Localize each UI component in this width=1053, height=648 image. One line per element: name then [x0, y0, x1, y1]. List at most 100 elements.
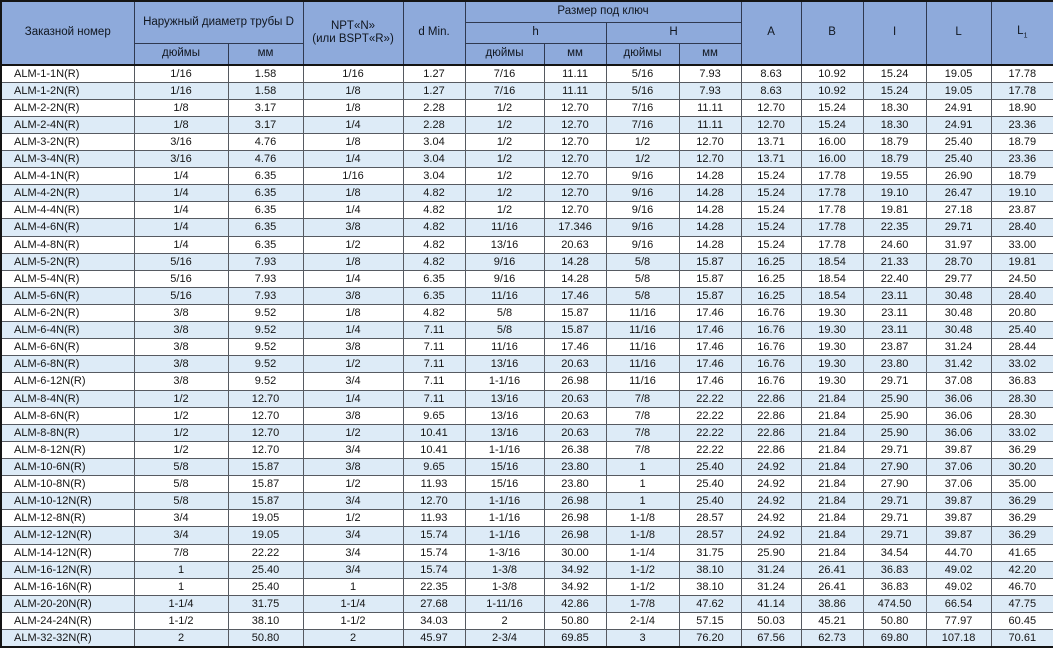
header-npt-line2: (или BSPT«R»): [312, 33, 394, 45]
value-cell: 27.68: [402, 594, 466, 614]
value-cell: 7.93: [678, 81, 742, 100]
value-cell: 50.80: [227, 629, 304, 648]
value-cell: 5/16: [133, 252, 229, 271]
value-cell: 42.20: [990, 560, 1053, 579]
value-cell: 2: [464, 611, 545, 631]
value-cell: 7.93: [227, 269, 304, 288]
value-cell: 1: [302, 577, 404, 596]
value-cell: 16.76: [740, 304, 802, 323]
value-cell: 24.92: [740, 458, 802, 477]
value-cell: 1/2: [464, 132, 545, 152]
table-row: ALM-12-8N(R) 3/4 19.05 1/2 11.93 1-1/16 26.98 1…: [0, 509, 1053, 528]
value-cell: 1-1/16: [464, 440, 545, 460]
value-cell: 29.71: [925, 218, 992, 237]
value-cell: 3: [605, 629, 680, 648]
value-cell: 6.35: [227, 184, 304, 203]
table-row: ALM-14-12N(R) 7/8 22.22 3/4 15.74 1-3/16 30.00…: [0, 543, 1053, 562]
value-cell: 1/8: [302, 252, 404, 271]
value-cell: 36.06: [925, 423, 992, 442]
value-cell: 1-1/16: [464, 492, 545, 511]
value-cell: 3/8: [302, 338, 404, 357]
order-number-cell: ALM-14-12N(R): [0, 543, 135, 562]
table-row: ALM-4-6N(R) 1/4 6.35 3/8 4.82 11/16 17.346 9/16…: [0, 218, 1053, 237]
order-number-cell: ALM-3-2N(R): [0, 132, 135, 152]
table-row: ALM-3-2N(R) 3/16 4.76 1/8 3.04 1/2 12.70 1/2 12.…: [0, 132, 1053, 152]
order-number-cell: ALM-24-24N(R): [0, 611, 135, 631]
value-cell: 6.35: [402, 286, 466, 306]
value-cell: 3/4: [302, 543, 404, 562]
value-cell: 12.70: [543, 201, 607, 220]
value-cell: 3/8: [302, 458, 404, 477]
value-cell: 19.30: [800, 304, 864, 323]
header-h-inches: дюймы: [464, 42, 545, 66]
value-cell: 23.80: [862, 355, 927, 374]
table-row: ALM-6-6N(R) 3/8 9.52 3/8 7.11 11/16 17.46 11/16…: [0, 338, 1053, 357]
value-cell: 1/8: [302, 184, 404, 203]
header-d-mm: мм: [227, 42, 304, 66]
order-number-cell: ALM-10-6N(R): [0, 458, 135, 477]
value-cell: 1-1/4: [605, 543, 680, 562]
value-cell: 15.87: [227, 458, 304, 477]
value-cell: 15.87: [227, 492, 304, 511]
value-cell: 1/16: [133, 81, 229, 100]
value-cell: 5/8: [133, 475, 229, 494]
value-cell: 27.18: [925, 201, 992, 220]
value-cell: 23.11: [862, 304, 927, 323]
value-cell: 45.21: [800, 611, 864, 631]
value-cell: 38.86: [800, 594, 864, 614]
value-cell: 5/8: [605, 269, 680, 288]
value-cell: 25.90: [862, 423, 927, 442]
value-cell: 26.90: [925, 167, 992, 186]
value-cell: 5/8: [464, 304, 545, 323]
value-cell: 1/2: [605, 150, 680, 169]
value-cell: 41.14: [740, 594, 802, 614]
value-cell: 14.28: [678, 235, 742, 254]
value-cell: 1-11/16: [464, 594, 545, 614]
value-cell: 28.30: [990, 406, 1053, 425]
value-cell: 5/16: [605, 64, 680, 83]
value-cell: 11.11: [543, 64, 607, 83]
table-body: ALM-1-1N(R) 1/16 1.58 1/16 1.27 7/16 11.11 5/16…: [0, 64, 1053, 648]
value-cell: 11.11: [678, 115, 742, 134]
value-cell: 19.30: [800, 321, 864, 340]
value-cell: 1/2: [133, 406, 229, 425]
value-cell: 4.76: [227, 150, 304, 169]
order-number-cell: ALM-3-4N(R): [0, 150, 135, 169]
value-cell: 7/8: [605, 440, 680, 460]
value-cell: 13/16: [464, 406, 545, 425]
value-cell: 14.28: [678, 218, 742, 237]
header-outer-diameter: Наружный диаметр трубы D: [133, 0, 304, 44]
order-number-cell: ALM-10-12N(R): [0, 492, 135, 511]
value-cell: 15.87: [543, 304, 607, 323]
value-cell: 1/4: [302, 269, 404, 288]
value-cell: 1/4: [133, 167, 229, 186]
order-number-cell: ALM-1-1N(R): [0, 64, 135, 83]
value-cell: 31.75: [227, 594, 304, 614]
value-cell: 5/8: [605, 286, 680, 306]
value-cell: 7.11: [402, 372, 466, 391]
value-cell: 20.63: [543, 235, 607, 254]
value-cell: 24.91: [925, 98, 992, 117]
table-row: ALM-8-12N(R) 1/2 12.70 3/4 10.41 1-1/16 26.38 7…: [0, 440, 1053, 460]
value-cell: 18.90: [990, 98, 1053, 117]
value-cell: 1: [605, 458, 680, 477]
value-cell: 14.28: [543, 269, 607, 288]
header-d-inches: дюймы: [133, 42, 229, 66]
value-cell: 47.75: [990, 594, 1053, 614]
value-cell: 1/4: [133, 201, 229, 220]
value-cell: 19.81: [990, 252, 1053, 271]
value-cell: 20.63: [543, 423, 607, 442]
order-number-cell: ALM-6-2N(R): [0, 304, 135, 323]
header-i: I: [862, 0, 927, 66]
value-cell: 22.35: [862, 218, 927, 237]
value-cell: 1-1/16: [464, 509, 545, 528]
value-cell: 22.22: [678, 423, 742, 442]
value-cell: 3.04: [402, 150, 466, 169]
value-cell: 1/2: [464, 150, 545, 169]
value-cell: 13/16: [464, 235, 545, 254]
value-cell: 2-3/4: [464, 629, 545, 648]
table-row: ALM-4-8N(R) 1/4 6.35 1/2 4.82 13/16 20.63 9/16 1…: [0, 235, 1053, 254]
value-cell: 22.22: [227, 543, 304, 562]
value-cell: 1: [605, 492, 680, 511]
